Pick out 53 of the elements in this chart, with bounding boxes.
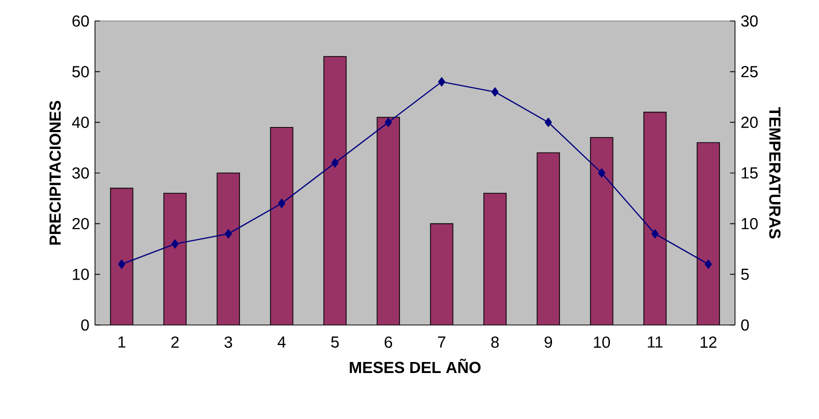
x-tick-label: 5 (331, 336, 339, 348)
y2-tick-label: 20 (741, 116, 758, 128)
x-tick-label: 6 (384, 336, 392, 348)
x-axis-title: MESES DEL AÑO (350, 358, 481, 374)
x-tick-label: 2 (171, 336, 179, 348)
y-axis-title: PRECIPITACIONES (49, 100, 61, 245)
x-tick-label: 4 (278, 336, 286, 348)
y-tick-label: 50 (72, 66, 89, 78)
point (278, 198, 286, 208)
y2-axis-title: TEMPERATURAS (769, 107, 781, 238)
y2-tick-label: 15 (742, 167, 758, 179)
point (544, 118, 552, 127)
bar (590, 138, 613, 325)
y-tick-label: 40 (72, 116, 89, 128)
y2-tick-label: 10 (742, 218, 758, 230)
bar (644, 112, 666, 325)
point (491, 87, 499, 97)
bar (537, 152, 560, 325)
point (118, 260, 126, 269)
y-tick-label: 30 (72, 167, 89, 179)
bar (270, 127, 293, 325)
point (171, 239, 179, 249)
y2-tick-label: 30 (741, 15, 758, 27)
y-tick-label: 0 (81, 319, 89, 331)
x-tick-label: 7 (438, 336, 446, 348)
y-tick-label: 60 (72, 15, 89, 27)
bar (484, 193, 506, 325)
point (224, 229, 232, 238)
bar (430, 224, 453, 325)
bar (217, 173, 240, 325)
bar (164, 193, 186, 325)
y-tick-label: 20 (72, 218, 89, 230)
bar (696, 142, 720, 325)
x-tick-label: 3 (224, 336, 232, 348)
point (598, 168, 606, 178)
bar (377, 117, 400, 325)
bar (324, 56, 346, 325)
point (438, 77, 446, 86)
point (331, 158, 339, 168)
x-tick-label: 1 (118, 336, 126, 348)
x-tick-label: 9 (544, 336, 552, 348)
y-tick-label: 10 (72, 268, 89, 280)
y2-tick-label: 0 (741, 319, 749, 331)
bar (110, 188, 133, 325)
point (704, 260, 712, 269)
y2-tick-label: 25 (741, 66, 758, 78)
x-tick-label: 10 (594, 336, 610, 348)
x-tick-label: 12 (700, 336, 716, 348)
point (651, 229, 659, 238)
x-tick-label: 8 (491, 336, 499, 348)
x-tick-label: 11 (648, 336, 663, 348)
point (384, 118, 392, 127)
y2-tick-label: 5 (741, 268, 749, 280)
